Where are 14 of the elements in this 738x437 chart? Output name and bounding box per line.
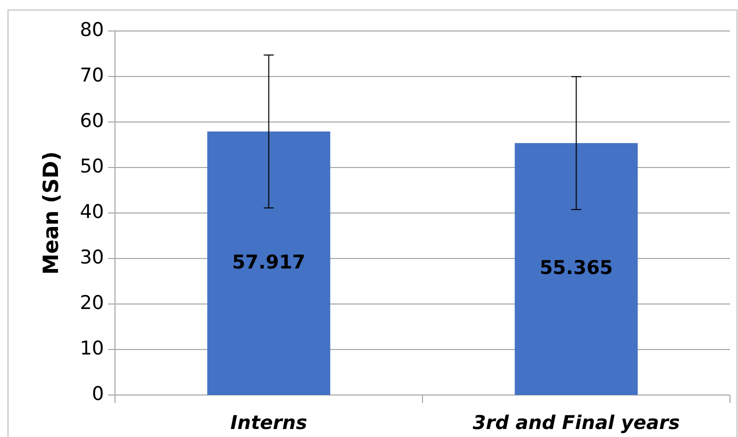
y-tick-label: 40 [80, 201, 104, 224]
x-tick-label: Interns [230, 412, 308, 434]
y-tick-label: 10 [80, 338, 104, 360]
y-tick-label: 0 [92, 383, 104, 406]
y-tick-label: 50 [80, 156, 104, 178]
y-tick-label: 30 [80, 246, 104, 269]
data-label: 55.365 [540, 257, 613, 280]
y-tick-label: 70 [80, 64, 104, 87]
y-tick-label: 60 [80, 110, 104, 132]
y-tick-label: 20 [80, 292, 104, 314]
data-label: 57.917 [232, 251, 306, 274]
x-tick-label: 3rd and Final years [472, 412, 680, 434]
y-axis-title: Mean (SD) [39, 151, 63, 275]
y-tick-label: 80 [80, 19, 104, 42]
